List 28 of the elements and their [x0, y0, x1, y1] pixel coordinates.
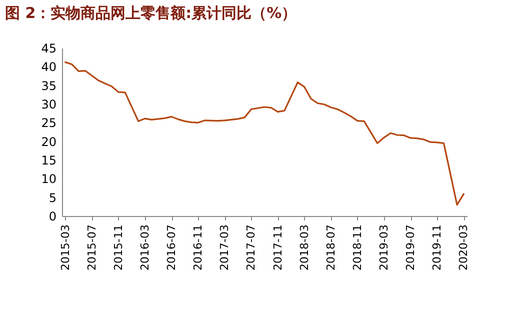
- y-tick-label: 35: [41, 78, 56, 93]
- x-tick-label: 2017-07: [244, 224, 258, 270]
- x-tick-label: 2019-11: [430, 224, 444, 270]
- x-tick-label: 2018-07: [324, 224, 338, 270]
- x-tick-label: 2018-11: [350, 224, 364, 270]
- x-tick-label: 2018-03: [298, 224, 311, 270]
- y-tick-label: 0: [48, 210, 56, 224]
- y-tick-label: 40: [41, 60, 56, 74]
- x-tick-label: 2016-07: [165, 224, 178, 270]
- y-tick-label: 45: [41, 42, 56, 56]
- y-tick-label: 30: [41, 98, 56, 112]
- y-tick-label: 20: [41, 134, 56, 149]
- y-tick-label: 15: [41, 154, 56, 168]
- y-tick-label: 10: [41, 172, 56, 186]
- x-tick-label: 2015-11: [112, 224, 125, 270]
- y-tick-label: 5: [48, 190, 56, 205]
- x-tick-label: 2016-03: [138, 224, 152, 270]
- x-tick-label: 2015-03: [58, 224, 72, 270]
- x-tick-label: 2019-07: [404, 224, 418, 270]
- x-tick-label: 2015-07: [85, 224, 98, 270]
- x-tick-label: 2019-03: [378, 224, 391, 270]
- x-tick-label: 2017-11: [271, 224, 284, 270]
- x-tick-label: 2017-03: [218, 224, 232, 270]
- chart-title: 图 2：实物商品网上零售额:累计同比（%）: [5, 4, 297, 23]
- x-tick-label: 2016-11: [192, 224, 205, 270]
- x-tick-label: 2020-03: [457, 224, 470, 270]
- line-series: [64, 61, 464, 206]
- y-tick-label: 25: [41, 116, 56, 130]
